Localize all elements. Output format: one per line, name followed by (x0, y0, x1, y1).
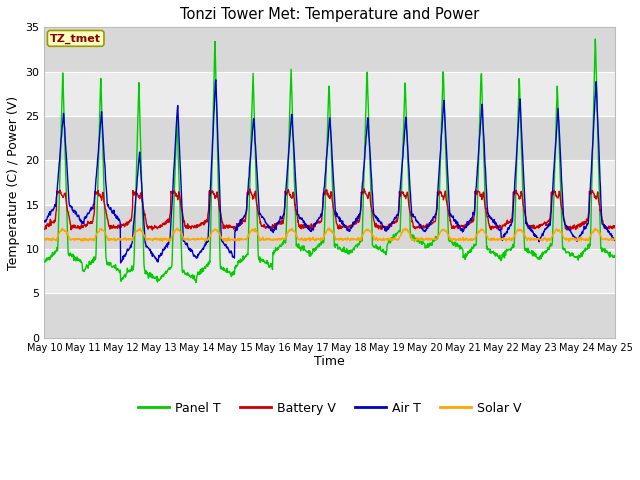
Bar (45, 116, 615, 160)
Bar (45, 72, 615, 116)
Y-axis label: Temperature (C) / Power (V): Temperature (C) / Power (V) (7, 96, 20, 270)
Bar (45, 204, 615, 249)
Text: TZ_tmet: TZ_tmet (50, 33, 101, 44)
X-axis label: Time: Time (314, 355, 345, 369)
Title: Tonzi Tower Met: Temperature and Power: Tonzi Tower Met: Temperature and Power (180, 7, 479, 22)
Bar (45, 293, 615, 338)
Bar (45, 160, 615, 204)
Legend: Panel T, Battery V, Air T, Solar V: Panel T, Battery V, Air T, Solar V (132, 397, 527, 420)
Bar (45, 27, 615, 72)
Bar (45, 249, 615, 293)
